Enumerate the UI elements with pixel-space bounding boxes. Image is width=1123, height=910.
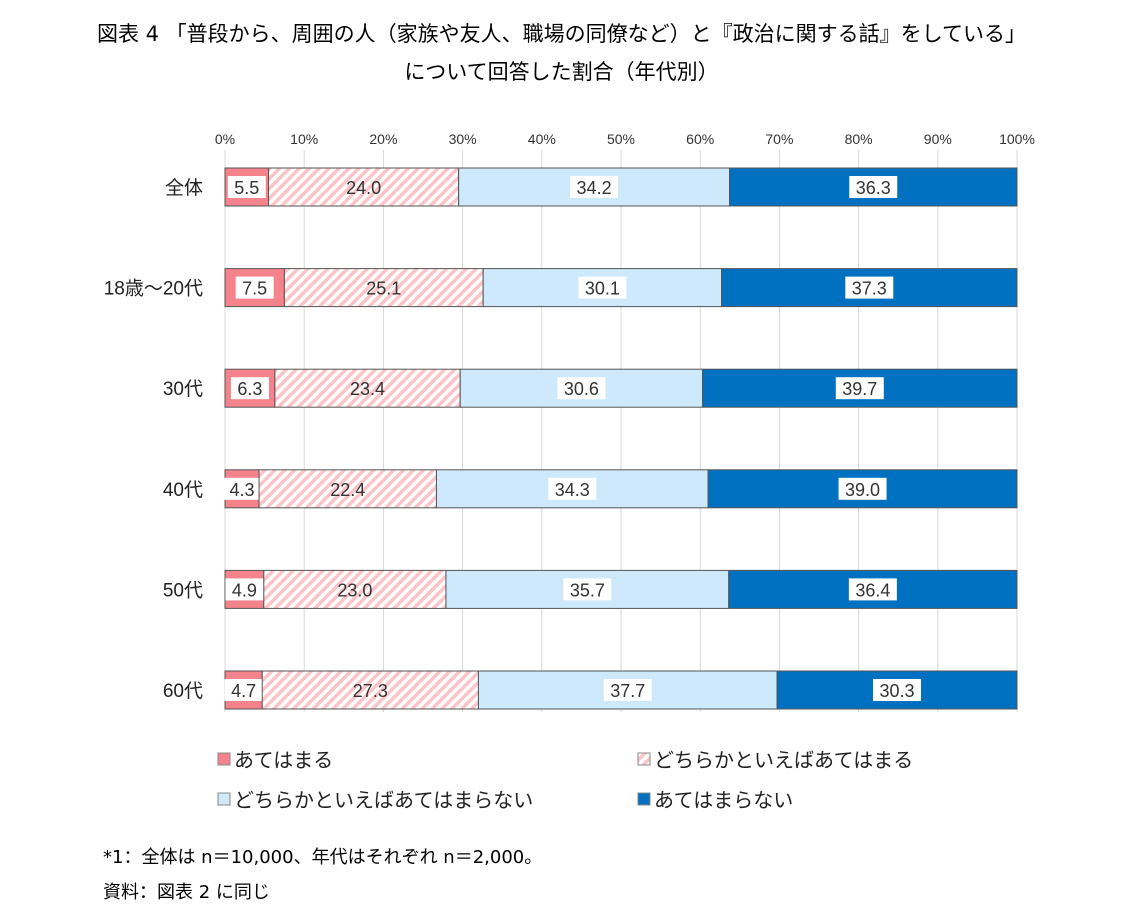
x-tick-label: 30% — [449, 131, 477, 147]
category-label: 全体 — [165, 177, 203, 199]
legend-label: あてはまらない — [654, 790, 793, 812]
data-label: 23.0 — [337, 580, 372, 600]
data-label-background — [835, 377, 884, 400]
data-label: 24.0 — [346, 178, 381, 198]
data-label: 4.7 — [231, 681, 256, 701]
x-tick-label: 80% — [845, 131, 873, 147]
x-tick-label: 0% — [215, 131, 235, 147]
note-sample-size: *1：全体は n＝10,000、年代はそれぞれ n＝2,000。 — [103, 847, 543, 868]
data-label: 22.4 — [330, 480, 365, 500]
legend-label: どちらかといえばあてはまらない — [234, 789, 533, 812]
chart-title: 図表 4 「普段から、周囲の人（家族や友人、職場の同僚など）と『政治に関する話』… — [96, 22, 1027, 46]
bar-segment — [274, 368, 461, 408]
bar-segment — [261, 670, 479, 710]
data-label-background — [849, 176, 898, 198]
x-tick-label: 90% — [924, 131, 952, 147]
bar-segment — [263, 569, 447, 609]
legend-swatch — [217, 792, 231, 806]
x-tick-label: 10% — [290, 131, 318, 147]
data-label: 34.3 — [555, 480, 590, 500]
data-label: 36.3 — [856, 178, 891, 198]
category-label: 50代 — [163, 579, 203, 601]
data-label: 39.0 — [845, 480, 880, 500]
data-label-background — [838, 477, 887, 500]
x-tick-label: 60% — [686, 131, 714, 147]
data-label: 5.5 — [234, 178, 259, 198]
category-label: 30代 — [163, 378, 203, 400]
stacked-bar-chart: 0% 10% 20% 30% 40% 50% 60% 70% 80% 90% 100% 全体 5.5 24… — [104, 131, 1035, 812]
data-label: 30.3 — [879, 681, 914, 701]
data-label-background — [603, 679, 652, 701]
data-label: 4.3 — [230, 480, 255, 500]
data-label-background — [235, 276, 274, 299]
note-source: 資料：図表 2 に同じ — [103, 882, 270, 903]
data-label: 30.1 — [585, 279, 620, 299]
data-label: 37.3 — [852, 279, 887, 299]
x-tick-label: 40% — [528, 131, 556, 147]
data-label: 36.4 — [855, 580, 890, 600]
category-label: 60代 — [163, 680, 203, 702]
data-label: 4.9 — [232, 580, 257, 600]
legend-label: どちらかといえばあてはまる — [654, 749, 913, 772]
x-tick-label: 20% — [369, 131, 397, 147]
data-label-background — [578, 276, 627, 299]
data-label-background — [548, 477, 597, 500]
data-label: 27.3 — [353, 681, 388, 701]
data-label-background — [845, 276, 894, 299]
data-label: 30.6 — [564, 379, 599, 399]
legend-label: あてはまる — [234, 750, 333, 772]
x-tick-label: 70% — [765, 131, 793, 147]
data-label: 7.5 — [242, 279, 267, 299]
data-label-background — [230, 377, 269, 400]
data-label-background — [873, 679, 922, 701]
legend-swatch — [217, 752, 231, 766]
data-label-background — [227, 176, 266, 198]
category-label: 40代 — [163, 479, 203, 501]
legend-swatch — [637, 792, 651, 806]
x-tick-label: 100% — [999, 131, 1035, 147]
data-label: 39.7 — [842, 379, 877, 399]
data-label-background — [223, 477, 262, 500]
legend-swatch — [637, 752, 651, 766]
data-label-background — [224, 679, 263, 701]
data-label-background — [848, 578, 897, 601]
bar-segment — [268, 167, 460, 207]
data-label: 35.7 — [570, 580, 605, 600]
category-label: 18歳～20代 — [104, 278, 203, 300]
data-label: 25.1 — [366, 279, 401, 299]
data-label: 23.4 — [350, 379, 385, 399]
data-label-background — [563, 578, 612, 601]
x-tick-label: 50% — [607, 131, 635, 147]
bar-segment — [283, 268, 484, 308]
data-label: 37.7 — [610, 681, 645, 701]
data-label-background — [557, 377, 606, 400]
chart-subtitle: について回答した割合（年代別） — [404, 60, 719, 84]
data-label-background — [570, 176, 619, 198]
data-label: 34.2 — [577, 178, 612, 198]
data-label: 6.3 — [237, 379, 262, 399]
data-label-background — [225, 578, 264, 601]
bar-segment — [707, 469, 1018, 509]
